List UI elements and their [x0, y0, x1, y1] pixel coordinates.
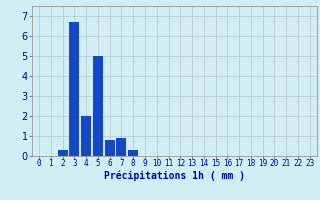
- Bar: [93, 56, 103, 156]
- Bar: [81, 116, 91, 156]
- Bar: [105, 140, 115, 156]
- Bar: [69, 22, 79, 156]
- Bar: [128, 150, 138, 156]
- X-axis label: Précipitations 1h ( mm ): Précipitations 1h ( mm ): [104, 171, 245, 181]
- Bar: [116, 138, 126, 156]
- Bar: [58, 150, 68, 156]
